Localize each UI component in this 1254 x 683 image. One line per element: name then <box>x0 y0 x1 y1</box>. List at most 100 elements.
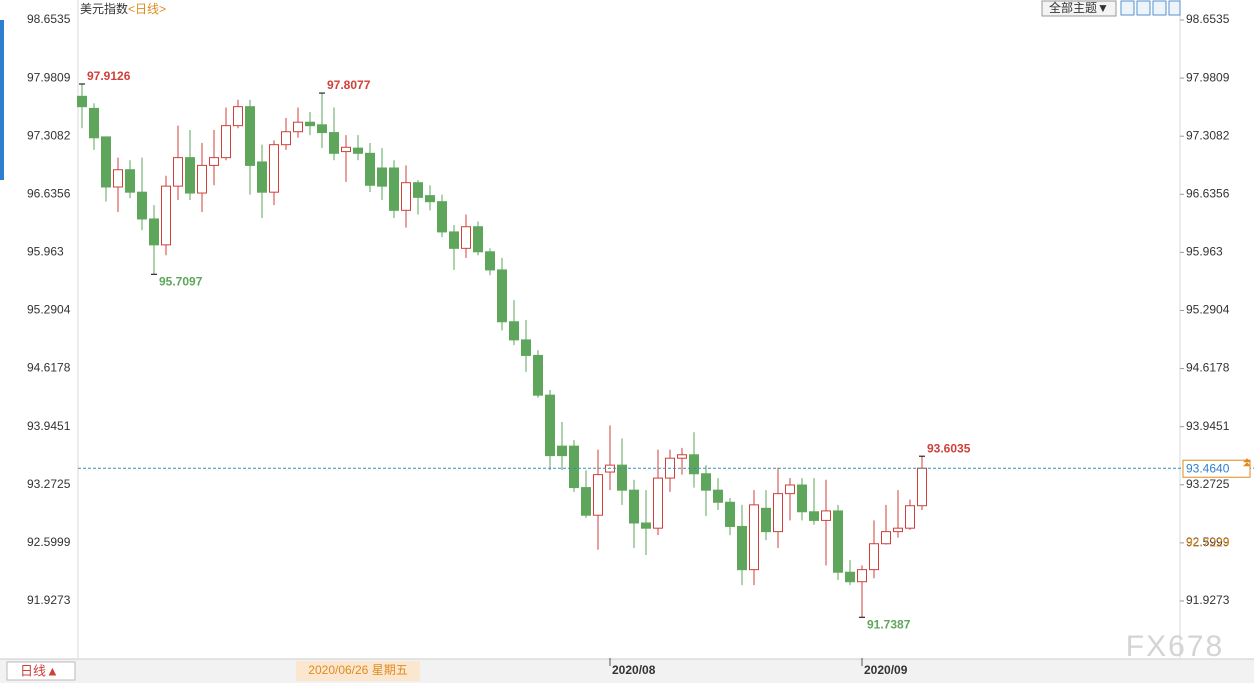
y-tick-label-right: 95.963 <box>1186 245 1223 259</box>
period-button[interactable] <box>6 661 76 681</box>
y-tick-label-right: 95.2904 <box>1186 303 1230 317</box>
y-tick-label: 92.5999 <box>27 535 71 549</box>
candle-body <box>497 269 507 323</box>
y-tick-label-right: 91.9273 <box>1186 593 1230 607</box>
candle-body <box>545 394 555 457</box>
y-tick-label: 96.6356 <box>27 186 71 200</box>
side-strip <box>0 20 4 180</box>
candle-body <box>197 164 207 194</box>
candle-body <box>425 195 435 203</box>
last-price-arrow <box>1243 458 1251 467</box>
candle-body <box>845 571 855 583</box>
candle-body <box>857 569 867 583</box>
theme-button[interactable] <box>1041 0 1117 17</box>
candle-body <box>113 169 123 188</box>
y-tick-label-right: 93.9451 <box>1186 419 1230 433</box>
candle-body <box>77 95 87 108</box>
theme-button-label[interactable]: 全部主题▼ <box>1049 0 1109 15</box>
y-tick-label-right: 92.5999 <box>1186 535 1230 549</box>
candle-body <box>797 484 807 513</box>
bottom-bar <box>0 659 1254 683</box>
candle-body <box>365 152 375 186</box>
candle-body <box>653 477 663 529</box>
x-tick-label: 2020/09 <box>864 663 908 677</box>
candle-body <box>833 510 843 573</box>
last-price-label: 93.4640 <box>1186 461 1230 475</box>
candle-body <box>773 493 783 533</box>
candle-body <box>677 454 687 459</box>
candle-body <box>761 507 771 533</box>
high-label: 93.6035 <box>927 441 971 455</box>
candle-body <box>269 144 279 193</box>
y-tick-label: 94.6178 <box>27 361 71 375</box>
candle-body <box>641 522 651 529</box>
candle-body <box>917 467 927 507</box>
y-tick-label-right: 97.3082 <box>1186 128 1230 142</box>
y-tick-label: 93.9451 <box>27 419 71 433</box>
candle-body <box>257 161 267 193</box>
cursor-label: 2020/06/26 星期五 <box>308 663 407 677</box>
candle-body <box>485 251 495 271</box>
y-tick-label-right: 96.6356 <box>1186 186 1230 200</box>
candle-body <box>149 218 159 246</box>
watermark: FX678 <box>1126 630 1224 663</box>
y-tick-label: 95.963 <box>27 245 64 259</box>
candle-body <box>701 473 711 491</box>
period-button-label[interactable]: 日线▲ <box>20 663 59 678</box>
candle-body <box>245 106 255 166</box>
low-label: 95.7097 <box>159 274 203 288</box>
candle-body <box>449 231 459 249</box>
period-label: <日线> <box>128 2 166 16</box>
y-tick-label-right: 93.2725 <box>1186 477 1230 491</box>
y-tick-label: 91.9273 <box>27 593 71 607</box>
candle-body <box>521 339 531 356</box>
last-price-box <box>1182 459 1251 478</box>
candle-body <box>473 226 483 253</box>
candle-body <box>689 454 699 475</box>
candle-body <box>125 169 135 193</box>
candle-body <box>821 510 831 521</box>
candle-body <box>725 501 735 527</box>
candle-body <box>137 191 147 220</box>
tool-icon[interactable] <box>1120 0 1135 16</box>
candle-body <box>809 511 819 521</box>
y-tick-label-right: 98.6535 <box>1186 12 1230 26</box>
candle-body <box>209 157 219 166</box>
tool-icon[interactable] <box>1152 0 1167 16</box>
candle-body <box>749 504 759 571</box>
tool-icon[interactable] <box>1168 0 1181 16</box>
candle-body <box>437 201 447 233</box>
candle-body <box>881 531 891 545</box>
candle-body <box>341 146 351 153</box>
candle-body <box>413 182 423 198</box>
candle-body <box>293 121 303 133</box>
candle-body <box>353 147 363 154</box>
marker-price-label: 92.7229 <box>1186 535 1230 549</box>
candle-body <box>305 121 315 127</box>
candle-body <box>173 157 183 187</box>
high-label: 97.8077 <box>327 78 371 92</box>
candle-body <box>617 464 627 491</box>
candle-body <box>713 489 723 503</box>
candle-body <box>869 543 879 571</box>
candle-body <box>329 132 339 154</box>
candle-body <box>221 125 231 159</box>
candle-body <box>581 487 591 516</box>
candle-body <box>533 354 543 396</box>
y-tick-label: 98.6535 <box>27 12 71 26</box>
candle-body <box>629 489 639 524</box>
y-tick-label: 97.3082 <box>27 128 71 142</box>
y-tick-label-right: 97.9809 <box>1186 70 1230 84</box>
y-tick-label: 97.9809 <box>27 70 71 84</box>
y-tick-label-right: 94.6178 <box>1186 361 1230 375</box>
candle-body <box>101 136 111 188</box>
candle-body <box>185 157 195 194</box>
candle-body <box>785 484 795 495</box>
candle-body <box>905 505 915 529</box>
candle-body <box>557 445 567 457</box>
candle-body <box>893 527 903 533</box>
tool-icon[interactable] <box>1136 0 1151 16</box>
y-tick-label: 93.2725 <box>27 477 71 491</box>
low-label: 91.7387 <box>867 617 911 631</box>
